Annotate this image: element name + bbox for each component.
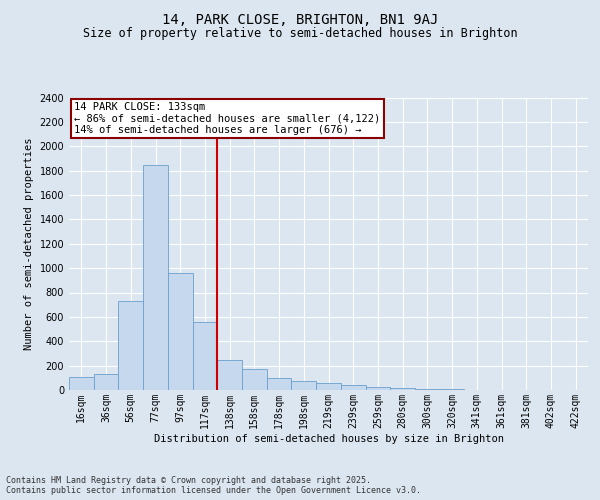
Bar bbox=[415, 389, 440, 390]
Bar bbox=[292, 381, 316, 390]
Text: Size of property relative to semi-detached houses in Brighton: Size of property relative to semi-detach… bbox=[83, 28, 517, 40]
Y-axis label: Number of semi-detached properties: Number of semi-detached properties bbox=[24, 138, 34, 350]
Bar bbox=[217, 360, 242, 390]
Text: 14, PARK CLOSE, BRIGHTON, BN1 9AJ: 14, PARK CLOSE, BRIGHTON, BN1 9AJ bbox=[162, 12, 438, 26]
Text: 14 PARK CLOSE: 133sqm
← 86% of semi-detached houses are smaller (4,122)
14% of s: 14 PARK CLOSE: 133sqm ← 86% of semi-deta… bbox=[74, 102, 380, 135]
Bar bbox=[94, 374, 118, 390]
Bar bbox=[143, 164, 168, 390]
Bar bbox=[267, 378, 292, 390]
Bar bbox=[118, 301, 143, 390]
Bar bbox=[390, 388, 415, 390]
Bar bbox=[341, 385, 365, 390]
Bar bbox=[168, 273, 193, 390]
X-axis label: Distribution of semi-detached houses by size in Brighton: Distribution of semi-detached houses by … bbox=[154, 434, 503, 444]
Bar bbox=[316, 384, 341, 390]
Bar bbox=[365, 386, 390, 390]
Bar bbox=[193, 322, 217, 390]
Bar bbox=[242, 368, 267, 390]
Bar bbox=[69, 377, 94, 390]
Text: Contains HM Land Registry data © Crown copyright and database right 2025.
Contai: Contains HM Land Registry data © Crown c… bbox=[6, 476, 421, 495]
